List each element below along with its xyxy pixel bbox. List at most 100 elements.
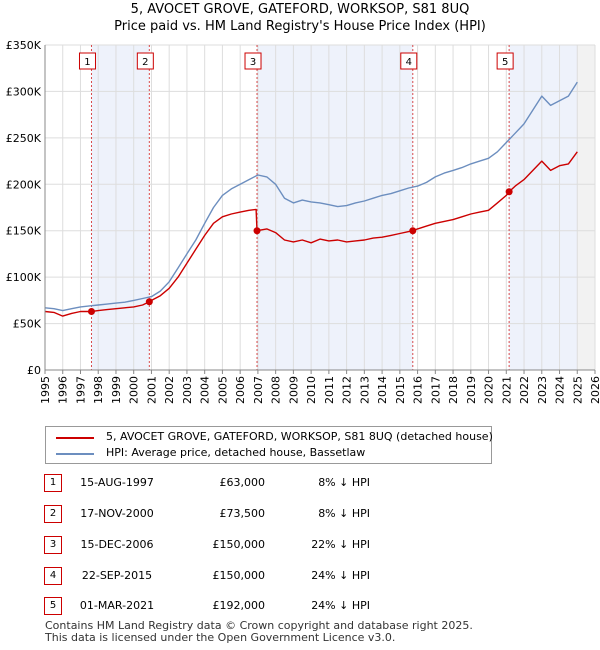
x-tick-label: 2013	[358, 376, 371, 404]
sale-marker-box	[244, 52, 262, 70]
sale-hpi-diff: 8% ↓ HPI	[318, 476, 370, 489]
legend-label-price: 5, AVOCET GROVE, GATEFORD, WORKSOP, S81 …	[106, 430, 493, 443]
x-tick-label: 2018	[447, 376, 460, 404]
x-tick-label: 2010	[305, 376, 318, 404]
sale-date: 22-SEP-2015	[81, 569, 153, 582]
sale-hpi-diff: 8% ↓ HPI	[318, 507, 370, 520]
sale-marker-label: 4	[406, 57, 412, 68]
sale-hpi-diff: 22% ↓ HPI	[311, 538, 370, 551]
sale-point	[145, 298, 153, 306]
sale-point	[409, 227, 417, 235]
sale-row: 2 17-NOV-2000 £73,500 8% ↓ HPI	[0, 505, 600, 523]
y-tick-label: £250K	[6, 132, 42, 145]
sale-date: 17-NOV-2000	[80, 507, 154, 520]
sale-point	[253, 227, 261, 235]
x-tick-label: 2020	[483, 376, 496, 404]
x-tick-label: 2026	[589, 376, 600, 404]
sale-price: £192,000	[212, 599, 266, 612]
sale-number-badge: 1	[44, 474, 62, 492]
x-tick-label: 2022	[518, 376, 531, 404]
x-tick-label: 2011	[323, 376, 336, 404]
sale-row: 3 15-DEC-2006 £150,000 22% ↓ HPI	[0, 536, 600, 554]
x-tick-label: 1999	[110, 376, 123, 404]
sale-price: £150,000	[212, 569, 266, 582]
shaded-range	[509, 45, 578, 370]
sale-marker-box	[400, 52, 418, 70]
x-tick-label: 2014	[376, 376, 389, 404]
sale-hpi-diff: 24% ↓ HPI	[311, 599, 370, 612]
y-tick-label: £50K	[13, 318, 42, 331]
sale-marker-box	[78, 52, 96, 70]
x-tick-label: 2019	[465, 376, 478, 404]
sale-price: £150,000	[212, 538, 266, 551]
x-tick-label: 2025	[571, 376, 584, 404]
sale-hpi-diff: 24% ↓ HPI	[311, 569, 370, 582]
sale-row: 5 01-MAR-2021 £192,000 24% ↓ HPI	[0, 597, 600, 615]
y-tick-label: £100K	[6, 271, 42, 284]
legend-swatch-hpi	[56, 453, 94, 455]
chart-title-line1: 5, AVOCET GROVE, GATEFORD, WORKSOP, S81 …	[130, 2, 470, 17]
sale-price: £63,000	[219, 476, 266, 489]
y-tick-label: £350K	[6, 39, 42, 52]
sale-period-shading	[91, 45, 578, 370]
x-tick-label: 2003	[181, 376, 194, 404]
x-tick-label: 2007	[252, 376, 265, 404]
x-tick-label: 2023	[536, 376, 549, 404]
series-lines	[44, 81, 578, 317]
sale-date: 15-AUG-1997	[80, 476, 154, 489]
x-tick-label: 2002	[163, 376, 176, 404]
y-tick-label: £200K	[6, 178, 42, 191]
legend-swatch-price	[56, 437, 94, 439]
forecast-region	[577, 45, 595, 370]
x-tick-label: 2004	[199, 376, 212, 404]
footer-line1: Contains HM Land Registry data © Crown c…	[45, 619, 473, 632]
sale-date: 01-MAR-2021	[79, 599, 155, 612]
sale-marker-label: 5	[502, 57, 508, 68]
x-tick-label: 1997	[74, 376, 87, 404]
x-tick-label: 2009	[287, 376, 300, 404]
price-paid-line	[44, 151, 578, 317]
footer-line2: This data is licensed under the Open Gov…	[45, 631, 396, 644]
sale-marker-label: 3	[250, 57, 256, 68]
x-tick-label: 1998	[92, 376, 105, 404]
x-tick-label: 2016	[412, 376, 425, 404]
x-tick-label: 2005	[216, 376, 229, 404]
sale-marker-label: 2	[142, 57, 148, 68]
axes: £0 £50K £100K £150K £200K £250K £300K £350K 1995…	[6, 39, 600, 404]
y-tick-label: £0	[27, 364, 41, 377]
sale-marker-label: 1	[84, 57, 90, 68]
legend-label-hpi: HPI: Average price, detached house, Bass…	[106, 446, 366, 459]
sale-marker-box	[136, 52, 154, 70]
shaded-range	[257, 45, 413, 370]
sale-number-badge: 3	[44, 536, 62, 554]
x-tick-label: 2006	[234, 376, 247, 404]
legend: 5, AVOCET GROVE, GATEFORD, WORKSOP, S81 …	[45, 426, 493, 464]
x-tick-label: 2024	[554, 376, 567, 404]
sale-price: £73,500	[219, 507, 266, 520]
sale-number-badge: 2	[44, 505, 62, 523]
shaded-range	[91, 45, 150, 370]
x-tick-label: 1995	[39, 376, 52, 404]
chart: 1 2 3 4 5 £0 £50K £100K £150K £200K £250K £300K £35…	[6, 39, 600, 404]
x-tick-label: 2021	[500, 376, 513, 404]
x-tick-label: 2017	[429, 376, 442, 404]
x-tick-label: 2000	[128, 376, 141, 404]
sale-points	[87, 188, 513, 315]
sale-number-badge: 4	[44, 567, 62, 585]
x-tick-label: 2001	[145, 376, 158, 404]
footer-attribution: Contains HM Land Registry data © Crown c…	[45, 620, 473, 644]
sale-number-badge: 5	[44, 597, 62, 615]
x-tick-label: 2008	[270, 376, 283, 404]
x-tick-label: 2015	[394, 376, 407, 404]
sale-point	[505, 188, 513, 196]
x-tick-label: 2012	[341, 376, 354, 404]
sale-row: 1 15-AUG-1997 £63,000 8% ↓ HPI	[0, 474, 600, 492]
gridlines	[44, 44, 596, 371]
sale-row: 4 22-SEP-2015 £150,000 24% ↓ HPI	[0, 567, 600, 585]
sale-marker-box	[496, 52, 514, 70]
x-tick-label: 1996	[57, 376, 70, 404]
sale-date: 15-DEC-2006	[80, 538, 154, 551]
y-tick-label: £300K	[6, 85, 42, 98]
sale-marker-labels: 1 2 3 4 5	[78, 52, 514, 70]
hpi-line	[44, 81, 578, 312]
